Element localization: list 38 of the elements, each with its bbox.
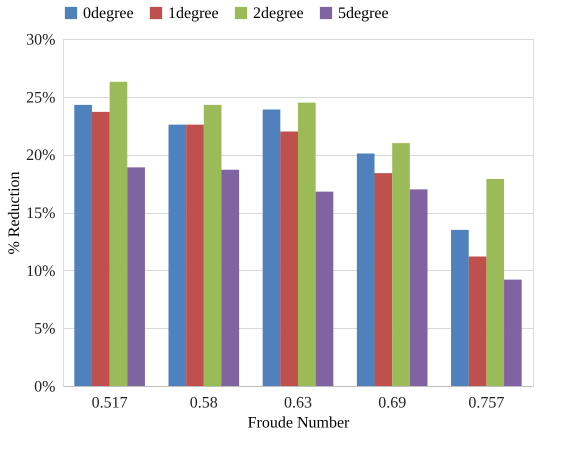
y-tick-label: 10% xyxy=(26,262,56,280)
legend-label: 0degree xyxy=(83,5,134,22)
bar xyxy=(374,173,392,386)
bar xyxy=(168,124,186,386)
x-tick-label: 0.517 xyxy=(92,394,128,412)
bar xyxy=(262,110,280,386)
bar xyxy=(186,124,204,386)
bar xyxy=(298,102,316,386)
x-axis-title: Froude Number xyxy=(248,414,350,432)
bar xyxy=(127,167,145,386)
bar xyxy=(204,104,222,386)
y-axis-title: % Reduction xyxy=(6,171,24,255)
y-tick-label: 5% xyxy=(34,320,56,338)
bar xyxy=(221,170,240,386)
bar xyxy=(486,178,504,386)
y-tick-label: 20% xyxy=(26,147,56,164)
bar xyxy=(410,189,428,386)
legend-label: 2degree xyxy=(253,5,304,22)
legend-label: 1degree xyxy=(168,5,219,22)
y-tick-label: 30% xyxy=(26,32,56,48)
y-tick-label: 25% xyxy=(26,89,56,106)
bar xyxy=(74,104,92,386)
x-tick-label: 0.757 xyxy=(468,394,504,412)
x-tick-label: 0.69 xyxy=(378,394,406,412)
y-tick-label: 15% xyxy=(26,205,56,222)
bar xyxy=(110,82,128,386)
bar xyxy=(504,280,522,386)
legend-label: 5degree xyxy=(338,5,389,22)
y-tick-label: 0% xyxy=(34,378,56,396)
x-tick-label: 0.58 xyxy=(190,394,218,412)
bar xyxy=(280,132,298,386)
bar xyxy=(392,143,410,386)
bar xyxy=(316,192,334,386)
bar xyxy=(356,154,375,386)
bar xyxy=(92,112,110,386)
bar xyxy=(451,230,469,386)
x-tick-label: 0.63 xyxy=(284,394,312,412)
bar xyxy=(468,256,486,386)
